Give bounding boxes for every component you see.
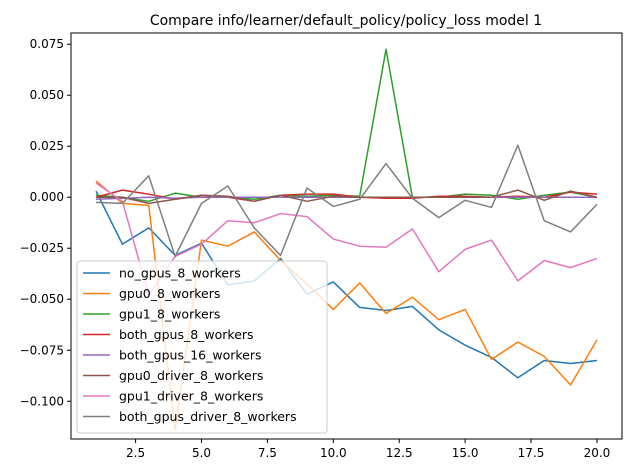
series-line-both-gpus-driver-8-workers [96, 144, 598, 258]
y-tick-label: 0.000 [30, 190, 64, 204]
legend-label: gpu1_8_workers [119, 307, 220, 322]
x-tick-label: 2.5 [126, 446, 145, 460]
axes-frame [70, 32, 623, 440]
y-tick-label: −0.100 [20, 394, 64, 408]
series-line-gpu0-driver-8-workers [96, 189, 598, 205]
y-tick-label: 0.075 [30, 37, 64, 51]
legend-label: no_gpus_8_workers [119, 266, 241, 281]
x-tick-label: 5.0 [192, 446, 211, 460]
legend-label: both_gpus_16_workers [119, 348, 262, 363]
series-line-no-gpus-8-workers [95, 190, 598, 379]
x-axis: 2.5 5.0 7.5 10.0 12.5 15.0 17.5 20.0 [126, 439, 610, 460]
y-tick-label: −0.025 [20, 241, 64, 255]
y-tick-label: 0.025 [30, 139, 64, 153]
legend-label: gpu0_8_workers [119, 286, 220, 301]
plot-area [95, 48, 598, 431]
x-tick-label: 17.5 [518, 446, 545, 460]
y-axis: −0.100 −0.075 −0.050 −0.025 0.000 0.025 0.050 0… [20, 37, 71, 408]
y-tick-label: 0.050 [30, 88, 64, 102]
y-tick-label: −0.050 [20, 292, 64, 306]
legend-label: gpu1_driver_8_workers [119, 389, 263, 404]
series-line-gpu1-8-workers [95, 48, 598, 203]
x-tick-label: 7.5 [258, 446, 277, 460]
series-line-gpu1-driver-8-workers [95, 182, 598, 296]
legend-label: both_gpus_driver_8_workers [119, 409, 297, 424]
legend: no_gpus_8_workers gpu0_8_workers gpu1_8_wo… [76, 260, 328, 434]
legend-label: gpu0_driver_8_workers [119, 368, 263, 383]
x-tick-label: 15.0 [452, 446, 479, 460]
y-tick-label: −0.075 [20, 343, 64, 357]
x-tick-label: 12.5 [386, 446, 413, 460]
legend-box [76, 260, 328, 434]
chart-title: Compare info/learner/default_policy/poli… [150, 13, 542, 29]
x-tick-label: 20.0 [584, 446, 611, 460]
x-tick-label: 10.0 [320, 446, 347, 460]
legend-label: both_gpus_8_workers [119, 327, 254, 342]
